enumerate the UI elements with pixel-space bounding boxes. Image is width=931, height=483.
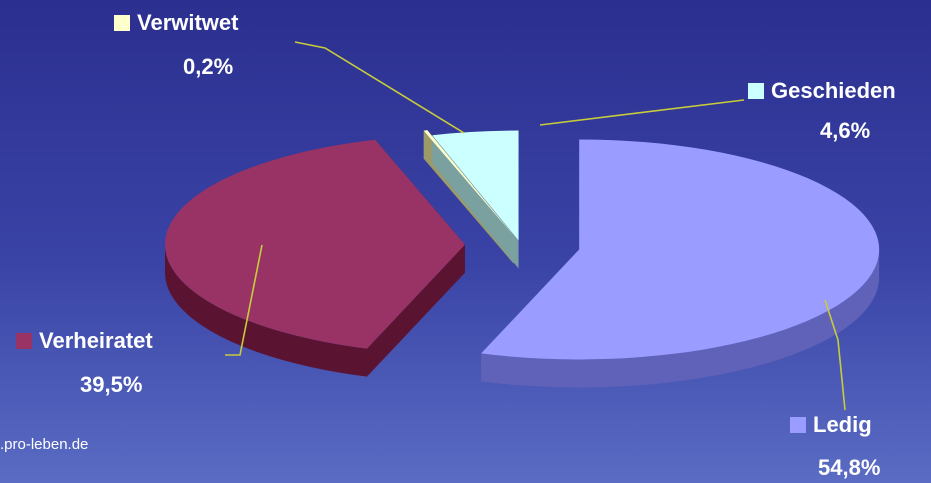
legend-verwitwet: Verwitwet [114, 12, 238, 34]
pie-slice-ledig [481, 139, 880, 360]
pie-slice-verheiratet [165, 139, 466, 349]
verwitwet-label: Verwitwet [137, 10, 239, 35]
verheiratet-label: Verheiratet [39, 328, 153, 353]
slice-wall-ledig [481, 249, 880, 388]
legend-ledig: Ledig [790, 414, 872, 436]
legend-verheiratet: Verheiratet [16, 330, 153, 352]
leader-line-verheiratet [225, 244, 263, 356]
leader-line-verwitwet [294, 41, 465, 134]
geschieden-swatch [748, 83, 764, 99]
slice-wall-verheiratet [165, 244, 367, 377]
ledig-swatch [790, 417, 806, 433]
leader-line-ledig [824, 299, 846, 411]
verheiratet-swatch [16, 333, 32, 349]
ledig-label: Ledig [813, 412, 872, 437]
ledig-percent: 54,8% [818, 455, 881, 480]
verwitwet-swatch [114, 15, 130, 31]
geschieden-percent: 4,6% [820, 118, 871, 143]
geschieden-label: Geschieden [771, 78, 896, 103]
pie-slice-verwitwet [423, 130, 514, 236]
pie-slice-geschieden [432, 130, 519, 241]
legend-geschieden: Geschieden [748, 80, 896, 102]
slice-cut-verheiratet-0 [366, 244, 466, 377]
verheiratet-percent: 39,5% [80, 372, 143, 397]
slice-side-geschieden [432, 135, 519, 269]
verwitwet-percent: 0,2% [183, 54, 234, 79]
leader-line-geschieden [539, 99, 745, 126]
source-credit: .pro-leben.de [0, 436, 89, 453]
slice-cut-geschieden-0 [432, 135, 519, 269]
